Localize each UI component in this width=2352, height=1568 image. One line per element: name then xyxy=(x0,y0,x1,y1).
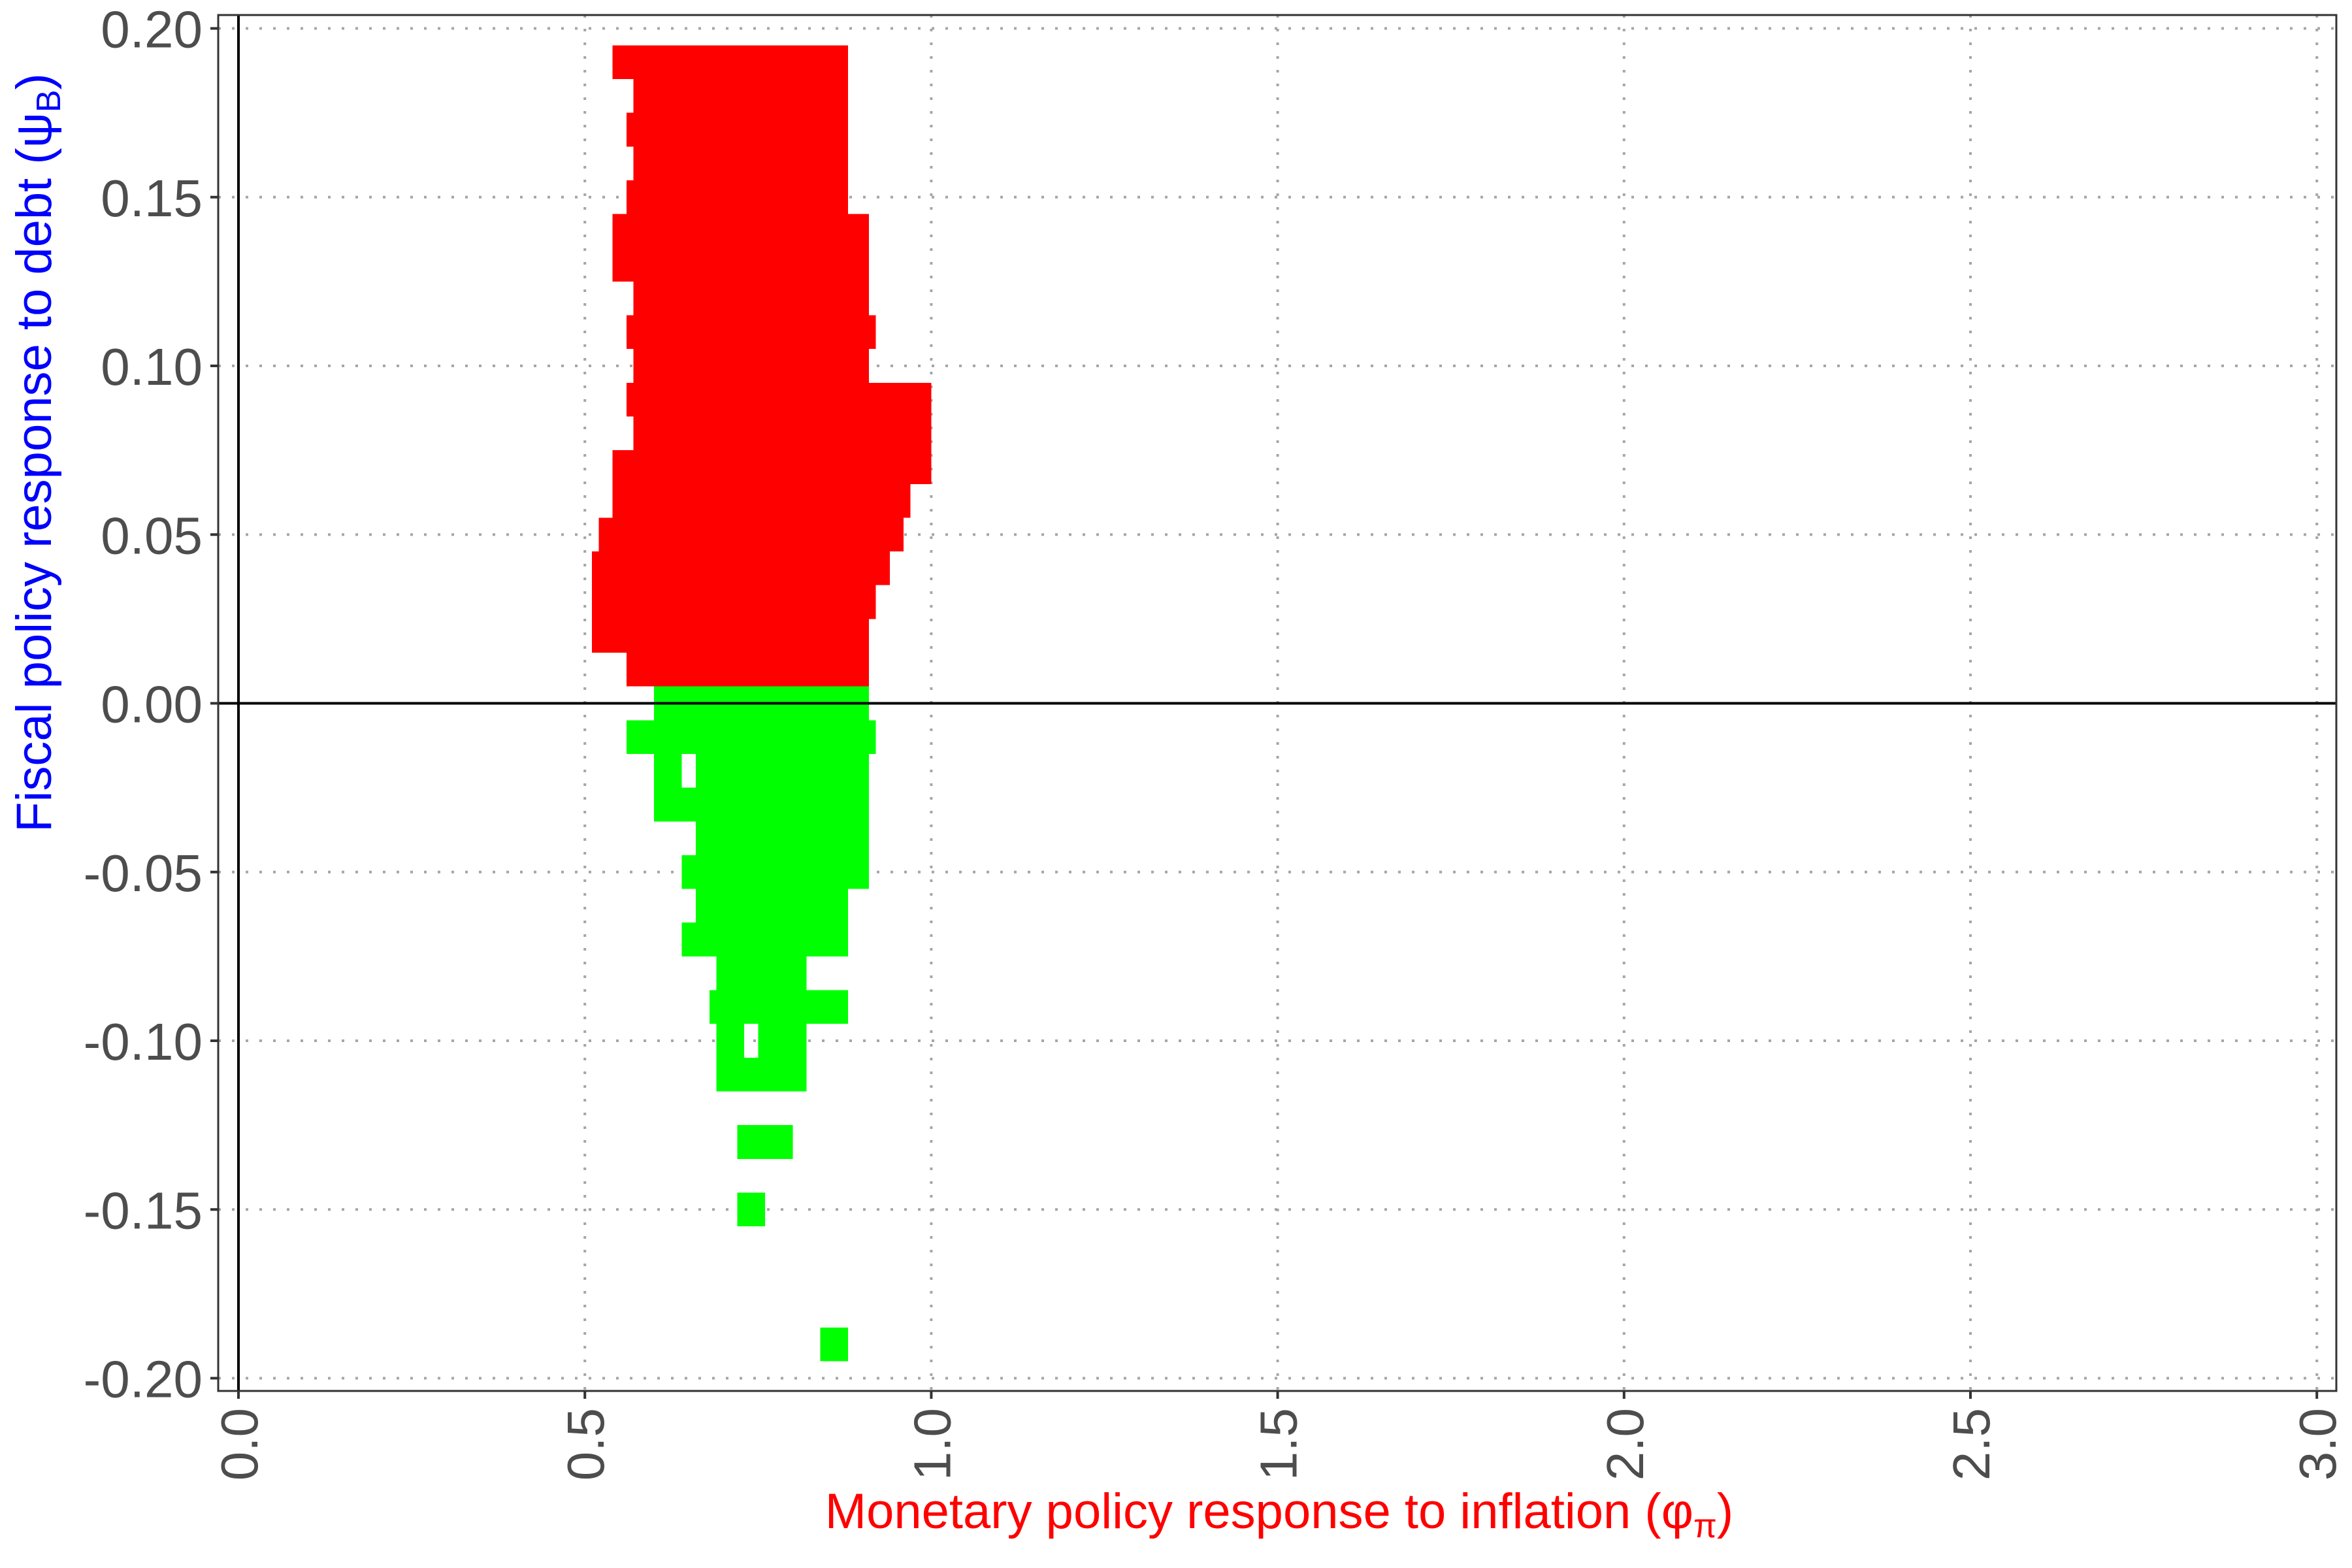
tile xyxy=(710,990,849,1024)
y-axis-title-subscript: B xyxy=(30,90,68,112)
tile xyxy=(626,720,876,754)
tile xyxy=(737,1192,765,1227)
tile xyxy=(626,315,876,350)
plot-area xyxy=(591,45,932,1362)
y-axis-title-main: Fiscal policy response to debt (ψ xyxy=(7,112,62,832)
tile xyxy=(626,112,849,147)
tile xyxy=(654,787,869,822)
tile xyxy=(612,214,869,248)
x-tick-label: 2.0 xyxy=(1596,1408,1654,1480)
tile xyxy=(591,619,869,653)
x-axis-title-close: ) xyxy=(1717,1484,1733,1539)
determinacy-region xyxy=(626,686,876,1362)
tile xyxy=(716,956,807,990)
x-tick-label: 0.5 xyxy=(557,1408,615,1480)
x-tick-label: 0.0 xyxy=(210,1408,269,1480)
x-tick-label: 3.0 xyxy=(2289,1408,2347,1480)
reference-lines xyxy=(218,15,2336,1391)
tile xyxy=(591,551,890,585)
x-axis-title-subscript: π xyxy=(1693,1507,1717,1545)
tile xyxy=(612,483,911,518)
tile xyxy=(695,821,869,855)
tile xyxy=(612,248,869,282)
tile xyxy=(591,585,876,619)
tile xyxy=(695,753,869,788)
x-axis-title: Monetary policy response to inflation (φ… xyxy=(825,1484,1733,1545)
x-axis-title-main: Monetary policy response to inflation (φ xyxy=(825,1484,1693,1539)
tile xyxy=(612,450,932,484)
indeterminacy-region xyxy=(591,45,932,687)
tile xyxy=(758,1024,807,1058)
y-tick-label: 0.00 xyxy=(101,676,203,734)
y-axis-title-close: ) xyxy=(7,73,62,90)
y-tick-label: -0.10 xyxy=(84,1013,203,1071)
tile xyxy=(695,889,849,923)
y-tick-label: 0.10 xyxy=(101,338,203,396)
y-tick-label: -0.20 xyxy=(84,1350,203,1409)
tile xyxy=(716,1024,745,1058)
y-tick-label: 0.15 xyxy=(101,169,203,227)
tile xyxy=(654,753,682,788)
y-axis: 0.20 0.15 0.10 0.05 0.00 -0.05 -0.10 -0.15 -0.20 xyxy=(84,1,218,1409)
y-tick-label: -0.05 xyxy=(84,844,203,902)
y-tick-label: 0.05 xyxy=(101,506,203,564)
tile xyxy=(626,382,932,417)
tile xyxy=(633,349,869,383)
tile xyxy=(598,517,904,552)
x-tick-label: 2.5 xyxy=(1942,1408,2001,1480)
tile xyxy=(633,416,932,451)
tile xyxy=(612,45,849,79)
tile xyxy=(633,281,869,316)
tile xyxy=(626,180,849,214)
tile xyxy=(820,1328,849,1362)
tile xyxy=(626,653,869,687)
x-axis: 0.0 0.5 1.0 1.5 2.0 2.5 3.0 xyxy=(210,1391,2347,1480)
tile xyxy=(681,923,849,956)
tile xyxy=(737,1125,793,1159)
tile xyxy=(633,78,849,113)
tile xyxy=(716,1057,807,1092)
y-tick-label: 0.20 xyxy=(101,1,203,59)
y-tick-label: -0.15 xyxy=(84,1181,203,1239)
x-tick-label: 1.5 xyxy=(1250,1408,1308,1480)
y-axis-title: Fiscal policy response to debt (ψB) xyxy=(7,73,68,832)
tile xyxy=(633,146,849,180)
tile xyxy=(681,855,869,889)
x-tick-label: 1.0 xyxy=(903,1408,961,1480)
